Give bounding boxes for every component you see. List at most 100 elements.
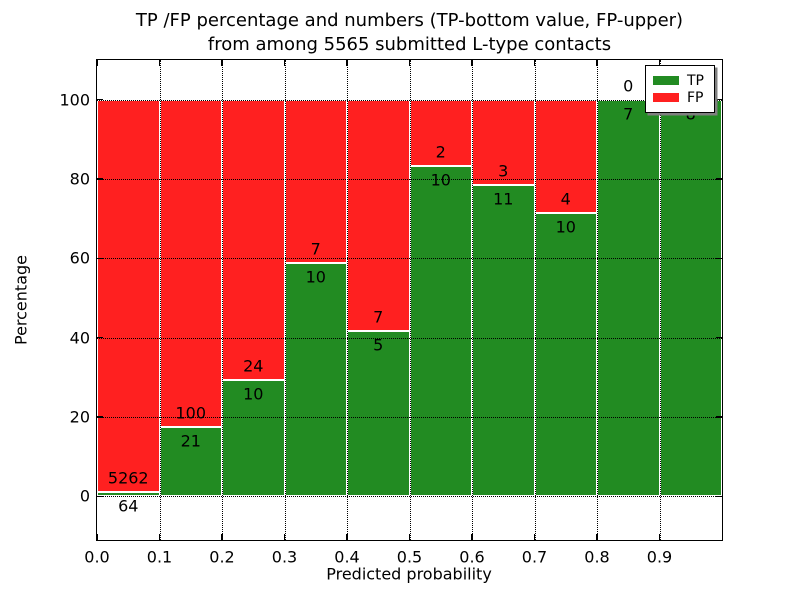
fp-count-label: 7 — [373, 307, 384, 327]
tp-count-label: 10 — [430, 170, 451, 190]
x-tick-bottom-0.1 — [158, 534, 161, 540]
x-tick-top-0.8 — [596, 60, 598, 66]
x-tick-bottom-0.6 — [471, 534, 473, 540]
fp-bar-0-0.1 — [97, 99, 160, 492]
fp-count-label: 3 — [498, 161, 509, 181]
x-tick-top-0.0 — [96, 60, 98, 66]
fp-bar-0.1-0.2 — [159, 99, 222, 428]
fp-bar-0.7-0.8 — [534, 99, 597, 213]
y-tick-right-20 — [716, 416, 722, 418]
v-gridline-0.7 — [534, 60, 536, 540]
x-tick-bottom-0.2 — [221, 534, 223, 540]
v-gridline-0.4 — [347, 60, 348, 540]
x-tick-label-0.2: 0.2 — [209, 547, 235, 567]
x-tick-label-0.4: 0.4 — [334, 547, 360, 567]
y-tick-right-80 — [716, 178, 722, 180]
tp-count-label: 7 — [623, 104, 634, 124]
x-tick-bottom-0.3 — [283, 534, 286, 540]
tp-bar-0.9-1 — [659, 99, 722, 497]
x-tick-label-0.9: 0.9 — [646, 547, 673, 567]
fp-count-label: 0 — [623, 76, 634, 96]
v-gridline-0.8 — [597, 60, 598, 540]
y-tick-label-40: 40 — [69, 328, 90, 348]
fp-count-label: 7 — [310, 239, 321, 259]
x-tick-top-0.6 — [471, 60, 473, 66]
x-tick-bottom-0.0 — [96, 534, 98, 540]
tp-bar-0.8-0.9 — [597, 99, 660, 497]
y-tick-right-100 — [716, 98, 722, 101]
fp-count-label: 5262 — [107, 468, 149, 488]
tp-bar-0.7-0.8 — [534, 213, 597, 497]
x-tick-top-0.9 — [658, 60, 661, 66]
y-tick-left-100 — [97, 98, 103, 101]
y-tick-right-40 — [716, 336, 722, 339]
tp-bar-0-0.1 — [97, 491, 160, 497]
x-axis-label: Predicted probability — [326, 564, 492, 584]
y-tick-right-60 — [716, 257, 722, 260]
y-tick-label-20: 20 — [69, 407, 90, 427]
y-tick-left-40 — [97, 336, 103, 339]
v-gridline-0.3 — [284, 60, 286, 540]
tp-count-label: 10 — [243, 384, 264, 404]
y-tick-label-60: 60 — [69, 248, 90, 268]
fp-bar-0.3-0.4 — [284, 99, 347, 263]
tp-bar-0.4-0.5 — [347, 331, 410, 497]
x-tick-label-0.6: 0.6 — [459, 547, 485, 567]
x-tick-bottom-0.7 — [533, 534, 536, 540]
tp-bar-0.6-0.7 — [472, 184, 535, 497]
x-tick-label-0.7: 0.7 — [521, 547, 548, 567]
tp-count-label: 11 — [493, 189, 514, 209]
legend-label-fp: FP — [687, 89, 704, 106]
legend-label-tp: TP — [687, 72, 704, 89]
x-tick-top-0.5 — [408, 60, 411, 66]
y-tick-left-20 — [97, 416, 103, 418]
v-gridline-0.6 — [472, 60, 473, 540]
chart-title: TP /FP percentage and numbers (TP-bottom… — [97, 9, 722, 57]
fp-bar-0.4-0.5 — [347, 99, 410, 332]
fp-count-label: 2 — [435, 142, 446, 162]
tp-swatch-icon — [653, 76, 679, 85]
x-tick-top-0.7 — [533, 60, 536, 66]
v-gridline-0.2 — [222, 60, 223, 540]
fp-bar-0.5-0.6 — [409, 99, 472, 166]
fp-swatch-icon — [653, 93, 679, 102]
x-tick-top-0.3 — [283, 60, 286, 66]
x-tick-bottom-0.5 — [408, 534, 411, 540]
y-tick-label-100: 100 — [59, 90, 90, 110]
y-tick-label-0: 0 — [79, 486, 90, 506]
x-tick-top-0.2 — [221, 60, 223, 66]
v-gridline-0.1 — [159, 60, 161, 540]
x-tick-label-0.8: 0.8 — [584, 547, 610, 567]
plot-area: 5262 64 100 21 24 10 7 10 7 5 2 10 3 11 4 10 0 7 8 TP FP — [96, 59, 723, 541]
v-gridline-0.5 — [409, 60, 411, 540]
tp-count-label: 8 — [685, 104, 696, 124]
x-tick-bottom-0.8 — [596, 534, 598, 540]
fp-count-label: 100 — [175, 403, 207, 423]
legend: TP FP — [645, 65, 715, 113]
x-tick-top-0.4 — [346, 60, 348, 66]
v-gridline-0.9 — [659, 60, 661, 540]
x-tick-label-0.1: 0.1 — [146, 547, 173, 567]
tp-bar-0.2-0.3 — [222, 379, 285, 497]
x-tick-top-0.1 — [158, 60, 161, 66]
y-tick-left-60 — [97, 257, 103, 260]
fp-count-label: 24 — [243, 356, 264, 376]
tp-count-label: 64 — [118, 496, 139, 516]
x-tick-label-0.5: 0.5 — [396, 547, 423, 567]
x-tick-bottom-0.9 — [658, 534, 661, 540]
x-tick-label-0.0: 0.0 — [84, 547, 110, 567]
chart-title-line2: from among 5565 submitted L-type contact… — [207, 34, 612, 55]
y-axis-label: Percentage — [11, 254, 31, 346]
legend-row-tp: TP — [653, 72, 707, 89]
tp-count-label: 10 — [555, 217, 576, 237]
chart-title-line1: TP /FP percentage and numbers (TP-bottom… — [135, 10, 684, 31]
fp-count-label: 4 — [560, 189, 571, 209]
tp-count-label: 10 — [305, 267, 326, 287]
x-tick-label-0.3: 0.3 — [271, 547, 298, 567]
y-tick-left-0 — [97, 495, 103, 498]
x-tick-bottom-0.4 — [346, 534, 348, 540]
fp-bar-0.6-0.7 — [472, 99, 535, 185]
y-tick-label-80: 80 — [69, 169, 90, 189]
y-tick-left-80 — [97, 178, 103, 180]
